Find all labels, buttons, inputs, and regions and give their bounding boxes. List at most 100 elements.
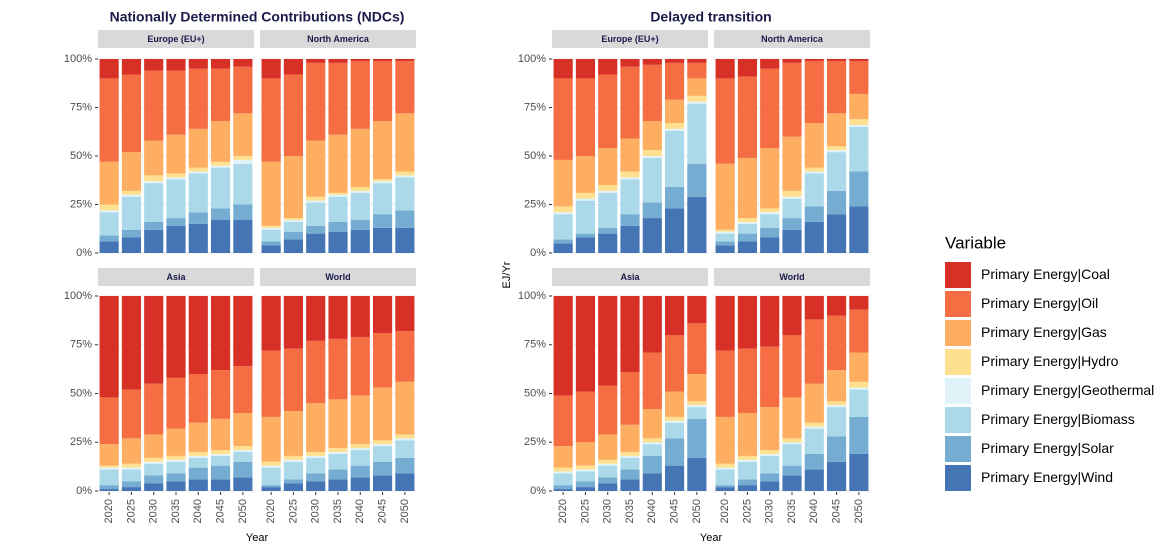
- bar-segment: [826, 296, 847, 316]
- bar-segment: [306, 452, 326, 456]
- legend-label: Primary Energy|Gas: [981, 324, 1107, 340]
- bar-segment: [715, 463, 735, 468]
- bar-segment: [306, 296, 326, 341]
- bar-segment: [144, 140, 164, 176]
- bar-segment: [395, 177, 415, 211]
- bar-segment: [306, 340, 326, 404]
- bar-segment: [372, 461, 393, 476]
- bar-segment: [350, 187, 370, 191]
- bar-segment: [598, 477, 618, 484]
- bar-segment: [121, 469, 142, 482]
- bar-segment: [553, 243, 573, 253]
- bar-segment: [598, 185, 618, 191]
- x-tick-label: 2040: [192, 499, 204, 523]
- bar-segment: [210, 453, 231, 456]
- strip: [552, 30, 708, 48]
- bar-segment: [166, 179, 186, 219]
- bar-segment: [372, 475, 393, 491]
- bar-segment: [849, 93, 869, 120]
- y-tick-label: 25%: [70, 436, 92, 448]
- bar-segment: [598, 434, 618, 460]
- bar-segment: [664, 422, 685, 439]
- bar-segment: [760, 212, 780, 215]
- bar-segment: [760, 148, 780, 209]
- bar-segment: [121, 237, 142, 253]
- y-tick-label: 25%: [70, 198, 92, 210]
- bar-segment: [261, 416, 281, 462]
- bar-segment: [395, 457, 415, 474]
- strip-label: North America: [307, 34, 370, 44]
- bar-segment: [620, 179, 640, 215]
- y-tick-label: 75%: [70, 339, 92, 351]
- bar-segment: [328, 221, 348, 232]
- bar-segment: [553, 214, 573, 240]
- bar-segment: [350, 220, 370, 230]
- x-tick-label: 2020: [557, 499, 569, 523]
- bar-segment: [372, 440, 393, 445]
- x-tick-label: 2050: [853, 499, 865, 523]
- bar-segment: [99, 210, 119, 213]
- bar-segment: [328, 469, 348, 480]
- bar-segment: [121, 463, 142, 468]
- bar-segment: [826, 370, 847, 402]
- y-tick-label: 0%: [76, 247, 92, 259]
- bar-segment: [166, 296, 186, 378]
- bar-segment: [687, 101, 707, 104]
- bar-segment: [642, 156, 662, 158]
- bar-segment: [210, 479, 231, 491]
- bar-segment: [575, 233, 596, 238]
- bar-segment: [233, 204, 253, 221]
- bar-segment: [849, 60, 869, 94]
- bar-segment: [620, 469, 640, 480]
- y-tick-label: 50%: [524, 150, 546, 162]
- bar-segment: [210, 68, 231, 122]
- bar-segment: [826, 59, 847, 61]
- bar-segment: [804, 296, 824, 320]
- bar-segment: [306, 481, 326, 491]
- bar-segment: [737, 233, 758, 242]
- bar-segment: [99, 485, 119, 490]
- bar-segment: [737, 485, 758, 491]
- bar-segment: [261, 241, 281, 246]
- bar-segment: [261, 485, 281, 488]
- bar-segment: [575, 481, 596, 488]
- bar-segment: [760, 450, 780, 454]
- bar-segment: [283, 221, 304, 232]
- x-tick-label: 2045: [830, 499, 842, 523]
- bar-segment: [715, 59, 735, 79]
- bar-segment: [737, 413, 758, 456]
- x-tick-label: 2045: [214, 499, 226, 523]
- bar-segment: [804, 167, 824, 172]
- y-tick-label: 25%: [524, 436, 546, 448]
- legend-label: Primary Energy|Biomass: [981, 411, 1135, 427]
- bar-segment: [804, 221, 824, 253]
- bar-segment: [328, 194, 348, 197]
- bar-segment: [598, 148, 618, 186]
- bar-segment: [804, 422, 824, 427]
- bar-segment: [121, 59, 142, 75]
- bar-segment: [553, 471, 573, 474]
- bar-segment: [642, 444, 662, 456]
- group-title: Nationally Determined Contributions (NDC…: [110, 9, 405, 25]
- bar-segment: [372, 59, 393, 61]
- bar-segment: [166, 428, 186, 456]
- bar-segment: [737, 296, 758, 349]
- bar-segment: [166, 59, 186, 71]
- bar-segment: [849, 381, 869, 388]
- bar-segment: [99, 467, 119, 470]
- bar-segment: [687, 78, 707, 96]
- bar-segment: [283, 296, 304, 349]
- bar-segment: [620, 171, 640, 178]
- bar-segment: [210, 450, 231, 454]
- y-tick-label: 50%: [70, 150, 92, 162]
- bar-segment: [664, 465, 685, 491]
- bar-segment: [575, 296, 596, 392]
- bar-segment: [687, 405, 707, 408]
- bar-segment: [121, 194, 142, 197]
- bar-segment: [395, 175, 415, 178]
- legend-label: Primary Energy|Wind: [981, 469, 1113, 485]
- bar-segment: [687, 418, 707, 458]
- bar-segment: [664, 416, 685, 421]
- bar-segment: [849, 119, 869, 125]
- bar-segment: [395, 60, 415, 114]
